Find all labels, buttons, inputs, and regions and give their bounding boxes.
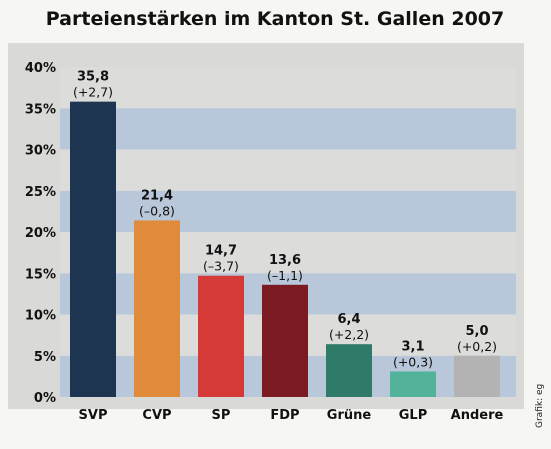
x-axis-categories: SVP CVP SP FDP Grüne GLP Andere	[79, 408, 504, 423]
bar-andere	[454, 355, 500, 397]
y-tick-label: 25%	[25, 185, 56, 200]
y-tick-label: 40%	[25, 61, 56, 76]
category-label: Grüne	[327, 408, 372, 423]
grid-band	[60, 190, 516, 232]
chart-title: Parteienstärken im Kanton St. Gallen 200…	[46, 8, 504, 30]
y-tick-label: 10%	[25, 309, 56, 324]
value-label: 14,7	[205, 244, 237, 259]
value-label: 3,1	[401, 339, 424, 354]
y-tick-label: 30%	[25, 144, 56, 159]
y-tick-label: 0%	[34, 391, 56, 406]
y-axis-ticks: 0% 5% 10% 15% 20% 25% 30% 35% 40%	[25, 61, 56, 406]
category-label: FDP	[270, 408, 299, 423]
change-label: (+2,2)	[329, 327, 369, 342]
chart-credit: Grafik: eg	[535, 384, 545, 428]
bar-sp	[198, 275, 244, 397]
change-label: (–1,1)	[267, 268, 303, 283]
category-label: SVP	[79, 408, 108, 423]
bars	[70, 101, 500, 398]
y-tick-label: 5%	[34, 350, 56, 365]
y-tick-label: 35%	[25, 102, 56, 117]
grid-band	[60, 108, 516, 150]
grid-band	[60, 67, 516, 109]
bar-glp	[390, 371, 436, 397]
change-label: (–3,7)	[203, 259, 239, 274]
data-labels: 35,8(+2,7) 21,4(–0,8) 14,7(–3,7) 13,6(–1,1)…	[73, 70, 497, 370]
bar-cvp	[134, 220, 180, 397]
value-label: 21,4	[141, 188, 173, 203]
category-label: GLP	[399, 408, 427, 423]
value-label: 6,4	[337, 312, 360, 327]
change-label: (+2,7)	[73, 85, 113, 100]
value-label: 35,8	[77, 70, 109, 85]
category-label: CVP	[142, 408, 171, 423]
grid-band	[60, 149, 516, 191]
bar-fdp	[262, 284, 308, 397]
y-tick-label: 20%	[25, 226, 56, 241]
y-tick-label: 15%	[25, 267, 56, 282]
category-label: Andere	[451, 408, 504, 423]
change-label: (+0,3)	[393, 354, 433, 369]
value-label: 5,0	[465, 324, 488, 339]
change-label: (+0,2)	[457, 339, 497, 354]
bar-grüne	[326, 344, 372, 397]
category-label: SP	[212, 408, 231, 423]
value-label: 13,6	[269, 253, 301, 268]
bar-svp	[70, 101, 116, 398]
change-label: (–0,8)	[139, 203, 175, 218]
